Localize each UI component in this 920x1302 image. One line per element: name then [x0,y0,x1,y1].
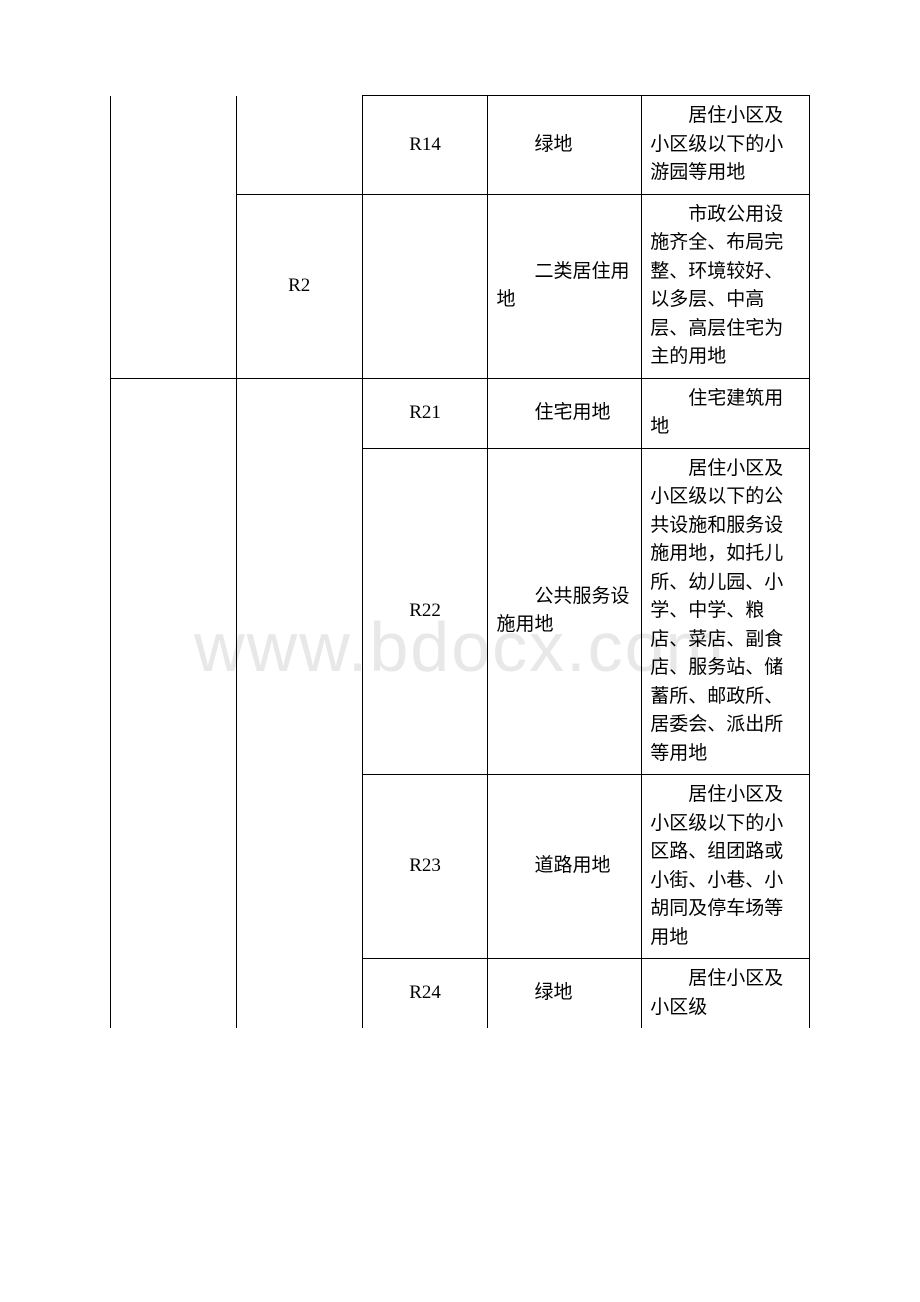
table-cell: R2 [236,194,362,378]
land-use-table: R14绿地居住小区及小区级以下的小游园等用地R2二类居住用地市政公用设施齐全、布… [110,95,810,1028]
table-cell: R14 [362,96,488,195]
table-cell: 道路用地 [488,775,642,959]
table-cell: 二类居住用地 [488,194,642,378]
table-cell: 居住小区及小区级以下的小游园等用地 [642,96,810,195]
table-body: R14绿地居住小区及小区级以下的小游园等用地R2二类居住用地市政公用设施齐全、布… [111,96,810,1029]
table-cell: 居住小区及小区级 [642,959,810,1029]
table-container: R14绿地居住小区及小区级以下的小游园等用地R2二类居住用地市政公用设施齐全、布… [110,95,810,1028]
table-cell [236,378,362,1028]
table-cell: 居住小区及小区级以下的公共设施和服务设施用地，如托儿所、幼儿园、小学、中学、粮店… [642,448,810,775]
table-cell: R21 [362,378,488,448]
table-row: R21住宅用地住宅建筑用地 [111,378,810,448]
table-cell [362,194,488,378]
table-cell: 绿地 [488,96,642,195]
table-cell [111,378,237,1028]
table-cell: 居住小区及小区级以下的小区路、组团路或小街、小巷、小胡同及停车场等用地 [642,775,810,959]
table-cell: R24 [362,959,488,1029]
table-cell: R22 [362,448,488,775]
table-cell: 住宅用地 [488,378,642,448]
table-cell: 公共服务设施用地 [488,448,642,775]
table-cell: R23 [362,775,488,959]
table-cell [111,96,237,379]
table-cell: 绿地 [488,959,642,1029]
table-cell: 市政公用设施齐全、布局完整、环境较好、以多层、中高层、高层住宅为主的用地 [642,194,810,378]
table-cell [236,96,362,195]
table-row: R14绿地居住小区及小区级以下的小游园等用地 [111,96,810,195]
table-cell: 住宅建筑用地 [642,378,810,448]
